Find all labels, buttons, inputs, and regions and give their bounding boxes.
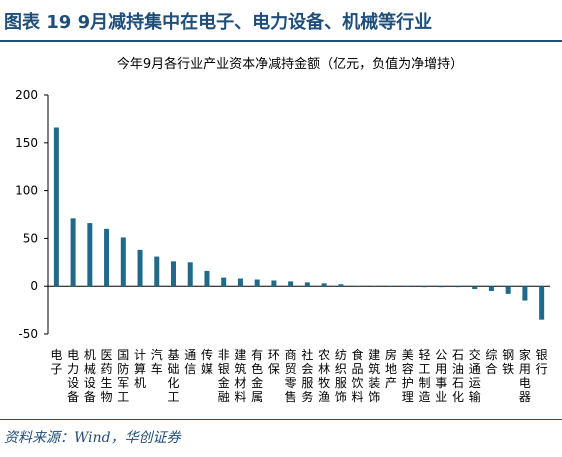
bar-10 — [204, 270, 210, 287]
category-label: 计算机 — [134, 348, 146, 390]
bar-6 — [137, 249, 143, 287]
bar-24 — [438, 286, 444, 288]
bar-3 — [87, 223, 93, 287]
bar-21 — [388, 286, 394, 287]
bar-17 — [321, 283, 327, 287]
bar-8 — [171, 261, 176, 287]
bar-7 — [154, 256, 160, 287]
category-label: 轻工制造 — [418, 348, 430, 404]
y-tick-label: 0 — [30, 279, 38, 293]
category-label: 农林牧渔 — [318, 348, 330, 404]
bar-26 — [472, 286, 478, 290]
figure-title: 图表 19 9月减持集中在电子、电力设备、机械等行业 — [4, 12, 433, 33]
category-label: 纺织服饰 — [335, 348, 347, 404]
category-label: 家用电器 — [519, 347, 531, 404]
category-label: 环保 — [268, 348, 280, 376]
category-label: 食品饮料 — [352, 347, 364, 404]
category-label: 综合 — [485, 348, 497, 376]
y-tick-label: -50 — [18, 327, 38, 341]
bar-18 — [338, 284, 344, 287]
category-label: 非银金融 — [218, 348, 230, 404]
bar-16 — [304, 282, 310, 287]
bar-14 — [271, 280, 277, 287]
source-rule — [0, 419, 562, 420]
bar-25 — [455, 286, 461, 288]
x-axis: 电子电力设备机械设备医药生物国防军工计算机汽车基础化工通信传媒非银金融建筑材料有… — [50, 347, 547, 404]
category-label: 电子 — [50, 348, 62, 376]
bar-20 — [371, 286, 377, 287]
heading-rule — [0, 40, 562, 42]
category-label: 有色金属 — [251, 348, 263, 404]
category-label: 社会服务 — [301, 347, 313, 404]
category-label: 通信 — [184, 348, 196, 376]
y-tick-label: 150 — [15, 136, 38, 150]
category-label: 美容护理 — [402, 348, 414, 404]
category-label: 传媒 — [201, 347, 213, 376]
category-label: 国防军工 — [117, 348, 129, 404]
category-label: 交通运输 — [469, 347, 481, 404]
y-axis: 200 150 100 50 0 -50 — [15, 88, 48, 341]
category-label: 电力设备 — [67, 348, 79, 404]
bar-12 — [237, 278, 243, 287]
bar-29 — [522, 286, 528, 301]
bar-11 — [221, 277, 227, 287]
bar-22 — [405, 286, 411, 287]
source-note: 资料来源：Wind，华创证券 — [4, 430, 181, 446]
bars — [53, 127, 545, 320]
category-label: 银行 — [536, 348, 548, 376]
bar-4 — [104, 228, 110, 287]
bar-13 — [254, 279, 260, 287]
y-tick-label: 50 — [23, 231, 38, 245]
category-label: 商贸零售 — [285, 347, 297, 404]
category-label: 石油石化 — [452, 348, 464, 404]
category-label: 建筑装饰 — [368, 348, 380, 404]
figure-heading: 图表 19 9月减持集中在电子、电力设备、机械等行业 — [0, 0, 562, 44]
category-label: 建筑材料 — [234, 348, 246, 404]
y-tick-label: 200 — [15, 88, 38, 102]
category-label: 医药生物 — [101, 348, 113, 404]
chart-title: 今年9月各行业产业资本净减持金额（亿元，负值为净增持） — [117, 56, 463, 72]
bar-23 — [422, 286, 427, 288]
bar-5 — [120, 237, 126, 287]
bar-30 — [539, 286, 545, 320]
bar-15 — [288, 281, 294, 287]
category-label: 钢铁 — [502, 348, 514, 376]
bar-chart: 今年9月各行业产业资本净减持金额（亿元，负值为净增持） 200 150 100 50 0… — [15, 56, 550, 404]
y-tick-label: 100 — [15, 184, 38, 198]
category-label: 公用事业 — [435, 348, 447, 404]
category-label: 汽车 — [151, 347, 163, 376]
bar-9 — [187, 262, 193, 287]
bar-28 — [505, 286, 511, 294]
bar-19 — [355, 286, 361, 287]
bar-2 — [70, 218, 76, 287]
bar-1 — [53, 127, 59, 287]
bar-27 — [488, 286, 494, 291]
category-label: 机械设备 — [84, 348, 96, 404]
category-label: 基础化工 — [167, 348, 179, 404]
category-label: 房地产 — [385, 347, 397, 390]
